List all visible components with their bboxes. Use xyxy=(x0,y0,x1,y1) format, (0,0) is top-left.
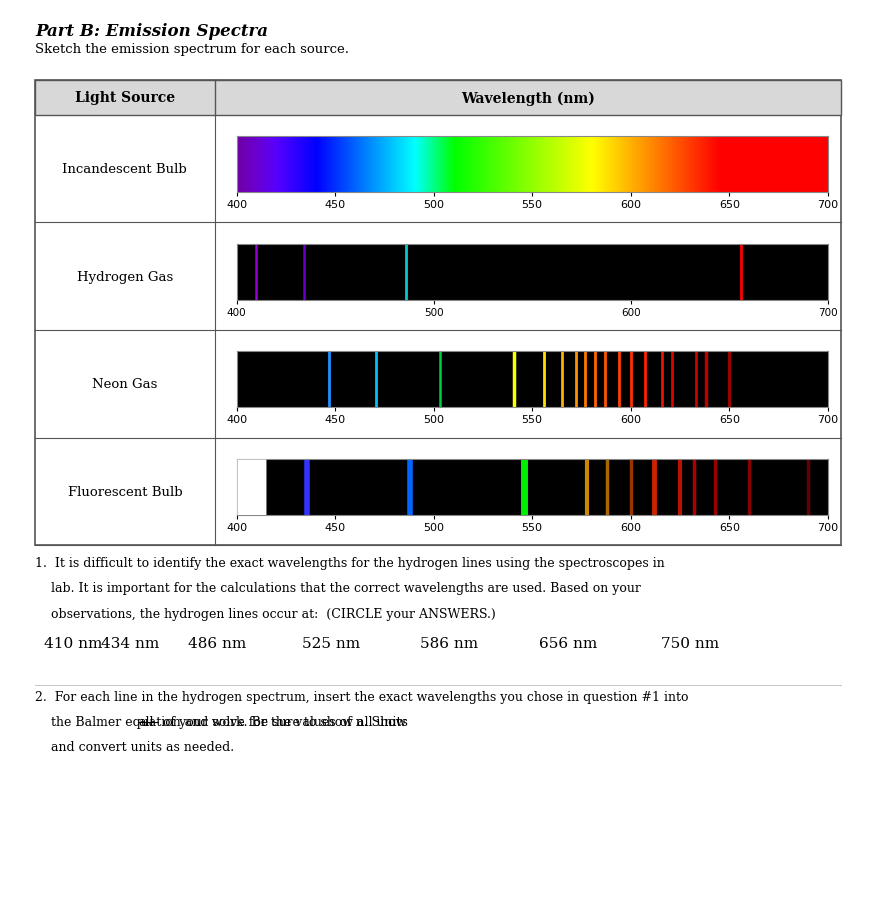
Text: the Balmer equation and solve for the values of n. Show: the Balmer equation and solve for the va… xyxy=(35,715,411,728)
Text: all: all xyxy=(138,715,154,728)
Bar xyxy=(237,460,266,516)
Text: 750 nm: 750 nm xyxy=(661,636,719,650)
Text: 1.  It is difficult to identify the exact wavelengths for the hydrogen lines usi: 1. It is difficult to identify the exact… xyxy=(35,557,665,569)
Text: 656 nm: 656 nm xyxy=(539,636,597,650)
Text: Light Source: Light Source xyxy=(74,91,175,106)
Text: Neon Gas: Neon Gas xyxy=(92,378,158,391)
Bar xyxy=(237,460,266,516)
Text: Wavelength (nm): Wavelength (nm) xyxy=(461,91,595,106)
Text: of your work. Be sure to show all units: of your work. Be sure to show all units xyxy=(159,715,408,728)
Text: Sketch the emission spectrum for each source.: Sketch the emission spectrum for each so… xyxy=(35,43,349,56)
Text: Incandescent Bulb: Incandescent Bulb xyxy=(62,162,187,176)
Text: Part B: Emission Spectra: Part B: Emission Spectra xyxy=(35,23,268,40)
Text: 410 nm: 410 nm xyxy=(44,636,102,650)
Text: lab. It is important for the calculations that the correct wavelengths are used.: lab. It is important for the calculation… xyxy=(35,582,641,594)
Text: 586 nm: 586 nm xyxy=(420,636,478,650)
Text: observations, the hydrogen lines occur at:  (CIRCLE your ANSWERS.): observations, the hydrogen lines occur a… xyxy=(35,607,496,620)
Text: and convert units as needed.: and convert units as needed. xyxy=(35,741,234,753)
Text: Hydrogen Gas: Hydrogen Gas xyxy=(77,271,173,283)
Text: 525 nm: 525 nm xyxy=(302,636,360,650)
Text: 2.  For each line in the hydrogen spectrum, insert the exact wavelengths you cho: 2. For each line in the hydrogen spectru… xyxy=(35,690,689,703)
Text: 434 nm: 434 nm xyxy=(101,636,159,650)
Text: Fluorescent Bulb: Fluorescent Bulb xyxy=(67,485,182,499)
Text: 486 nm: 486 nm xyxy=(188,636,246,650)
